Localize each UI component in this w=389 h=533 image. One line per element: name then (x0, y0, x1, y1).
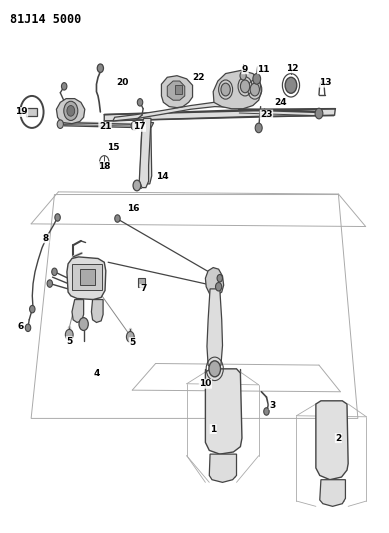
Bar (175, 85, 182, 94)
Circle shape (67, 106, 75, 116)
Circle shape (255, 123, 262, 133)
Text: 81J14 5000: 81J14 5000 (10, 13, 81, 26)
Polygon shape (72, 300, 84, 322)
Text: 14: 14 (156, 173, 169, 181)
Polygon shape (139, 118, 151, 188)
Polygon shape (205, 268, 224, 296)
Polygon shape (161, 76, 193, 108)
Circle shape (64, 101, 78, 120)
Polygon shape (316, 401, 348, 480)
Polygon shape (104, 109, 335, 121)
Text: 20: 20 (116, 78, 129, 87)
Text: 12: 12 (286, 64, 299, 72)
Text: 2: 2 (335, 434, 342, 442)
Text: 9: 9 (242, 65, 248, 74)
Text: 16: 16 (127, 205, 139, 213)
Circle shape (221, 83, 230, 96)
Circle shape (55, 214, 60, 221)
Circle shape (57, 120, 63, 128)
Circle shape (264, 408, 269, 415)
Bar (26, 108, 37, 116)
Circle shape (209, 361, 221, 377)
Text: 21: 21 (99, 123, 111, 131)
Circle shape (217, 274, 223, 282)
Circle shape (79, 318, 88, 330)
Text: 10: 10 (199, 379, 212, 388)
Circle shape (52, 268, 57, 276)
Text: 18: 18 (98, 162, 110, 171)
Circle shape (315, 108, 323, 119)
Polygon shape (205, 369, 242, 454)
Polygon shape (138, 278, 145, 287)
Text: 7: 7 (140, 285, 146, 293)
Circle shape (65, 329, 73, 340)
Circle shape (131, 122, 137, 130)
Circle shape (97, 64, 103, 72)
Text: 22: 22 (192, 73, 205, 82)
Polygon shape (320, 480, 345, 506)
Polygon shape (207, 289, 223, 369)
Text: 6: 6 (17, 322, 23, 330)
Text: 3: 3 (269, 401, 275, 409)
Circle shape (25, 324, 31, 332)
Bar (80, 269, 95, 285)
Polygon shape (67, 257, 106, 300)
Text: 17: 17 (133, 123, 145, 131)
Circle shape (240, 80, 250, 93)
Text: 15: 15 (107, 143, 119, 152)
Polygon shape (209, 454, 237, 482)
Polygon shape (91, 300, 103, 322)
Circle shape (126, 332, 134, 342)
Circle shape (115, 215, 120, 222)
Text: 5: 5 (66, 337, 72, 345)
Text: 23: 23 (260, 110, 273, 119)
Polygon shape (213, 70, 261, 109)
Polygon shape (113, 102, 241, 121)
Polygon shape (72, 264, 102, 290)
Polygon shape (140, 123, 154, 184)
Circle shape (61, 83, 67, 90)
Text: 1: 1 (210, 425, 216, 433)
Circle shape (133, 180, 141, 191)
Text: 19: 19 (15, 108, 28, 116)
Polygon shape (56, 99, 85, 124)
Text: 11: 11 (258, 65, 270, 74)
Circle shape (240, 71, 246, 80)
Circle shape (216, 282, 222, 291)
Circle shape (253, 74, 261, 84)
Circle shape (137, 99, 143, 106)
Circle shape (250, 83, 259, 96)
Polygon shape (167, 81, 185, 100)
Circle shape (285, 77, 297, 93)
Text: 4: 4 (93, 369, 100, 377)
Text: 24: 24 (274, 98, 286, 107)
Text: 8: 8 (43, 234, 49, 243)
Text: 5: 5 (129, 338, 135, 346)
Circle shape (30, 305, 35, 313)
Text: 13: 13 (319, 78, 331, 87)
Circle shape (47, 280, 53, 287)
